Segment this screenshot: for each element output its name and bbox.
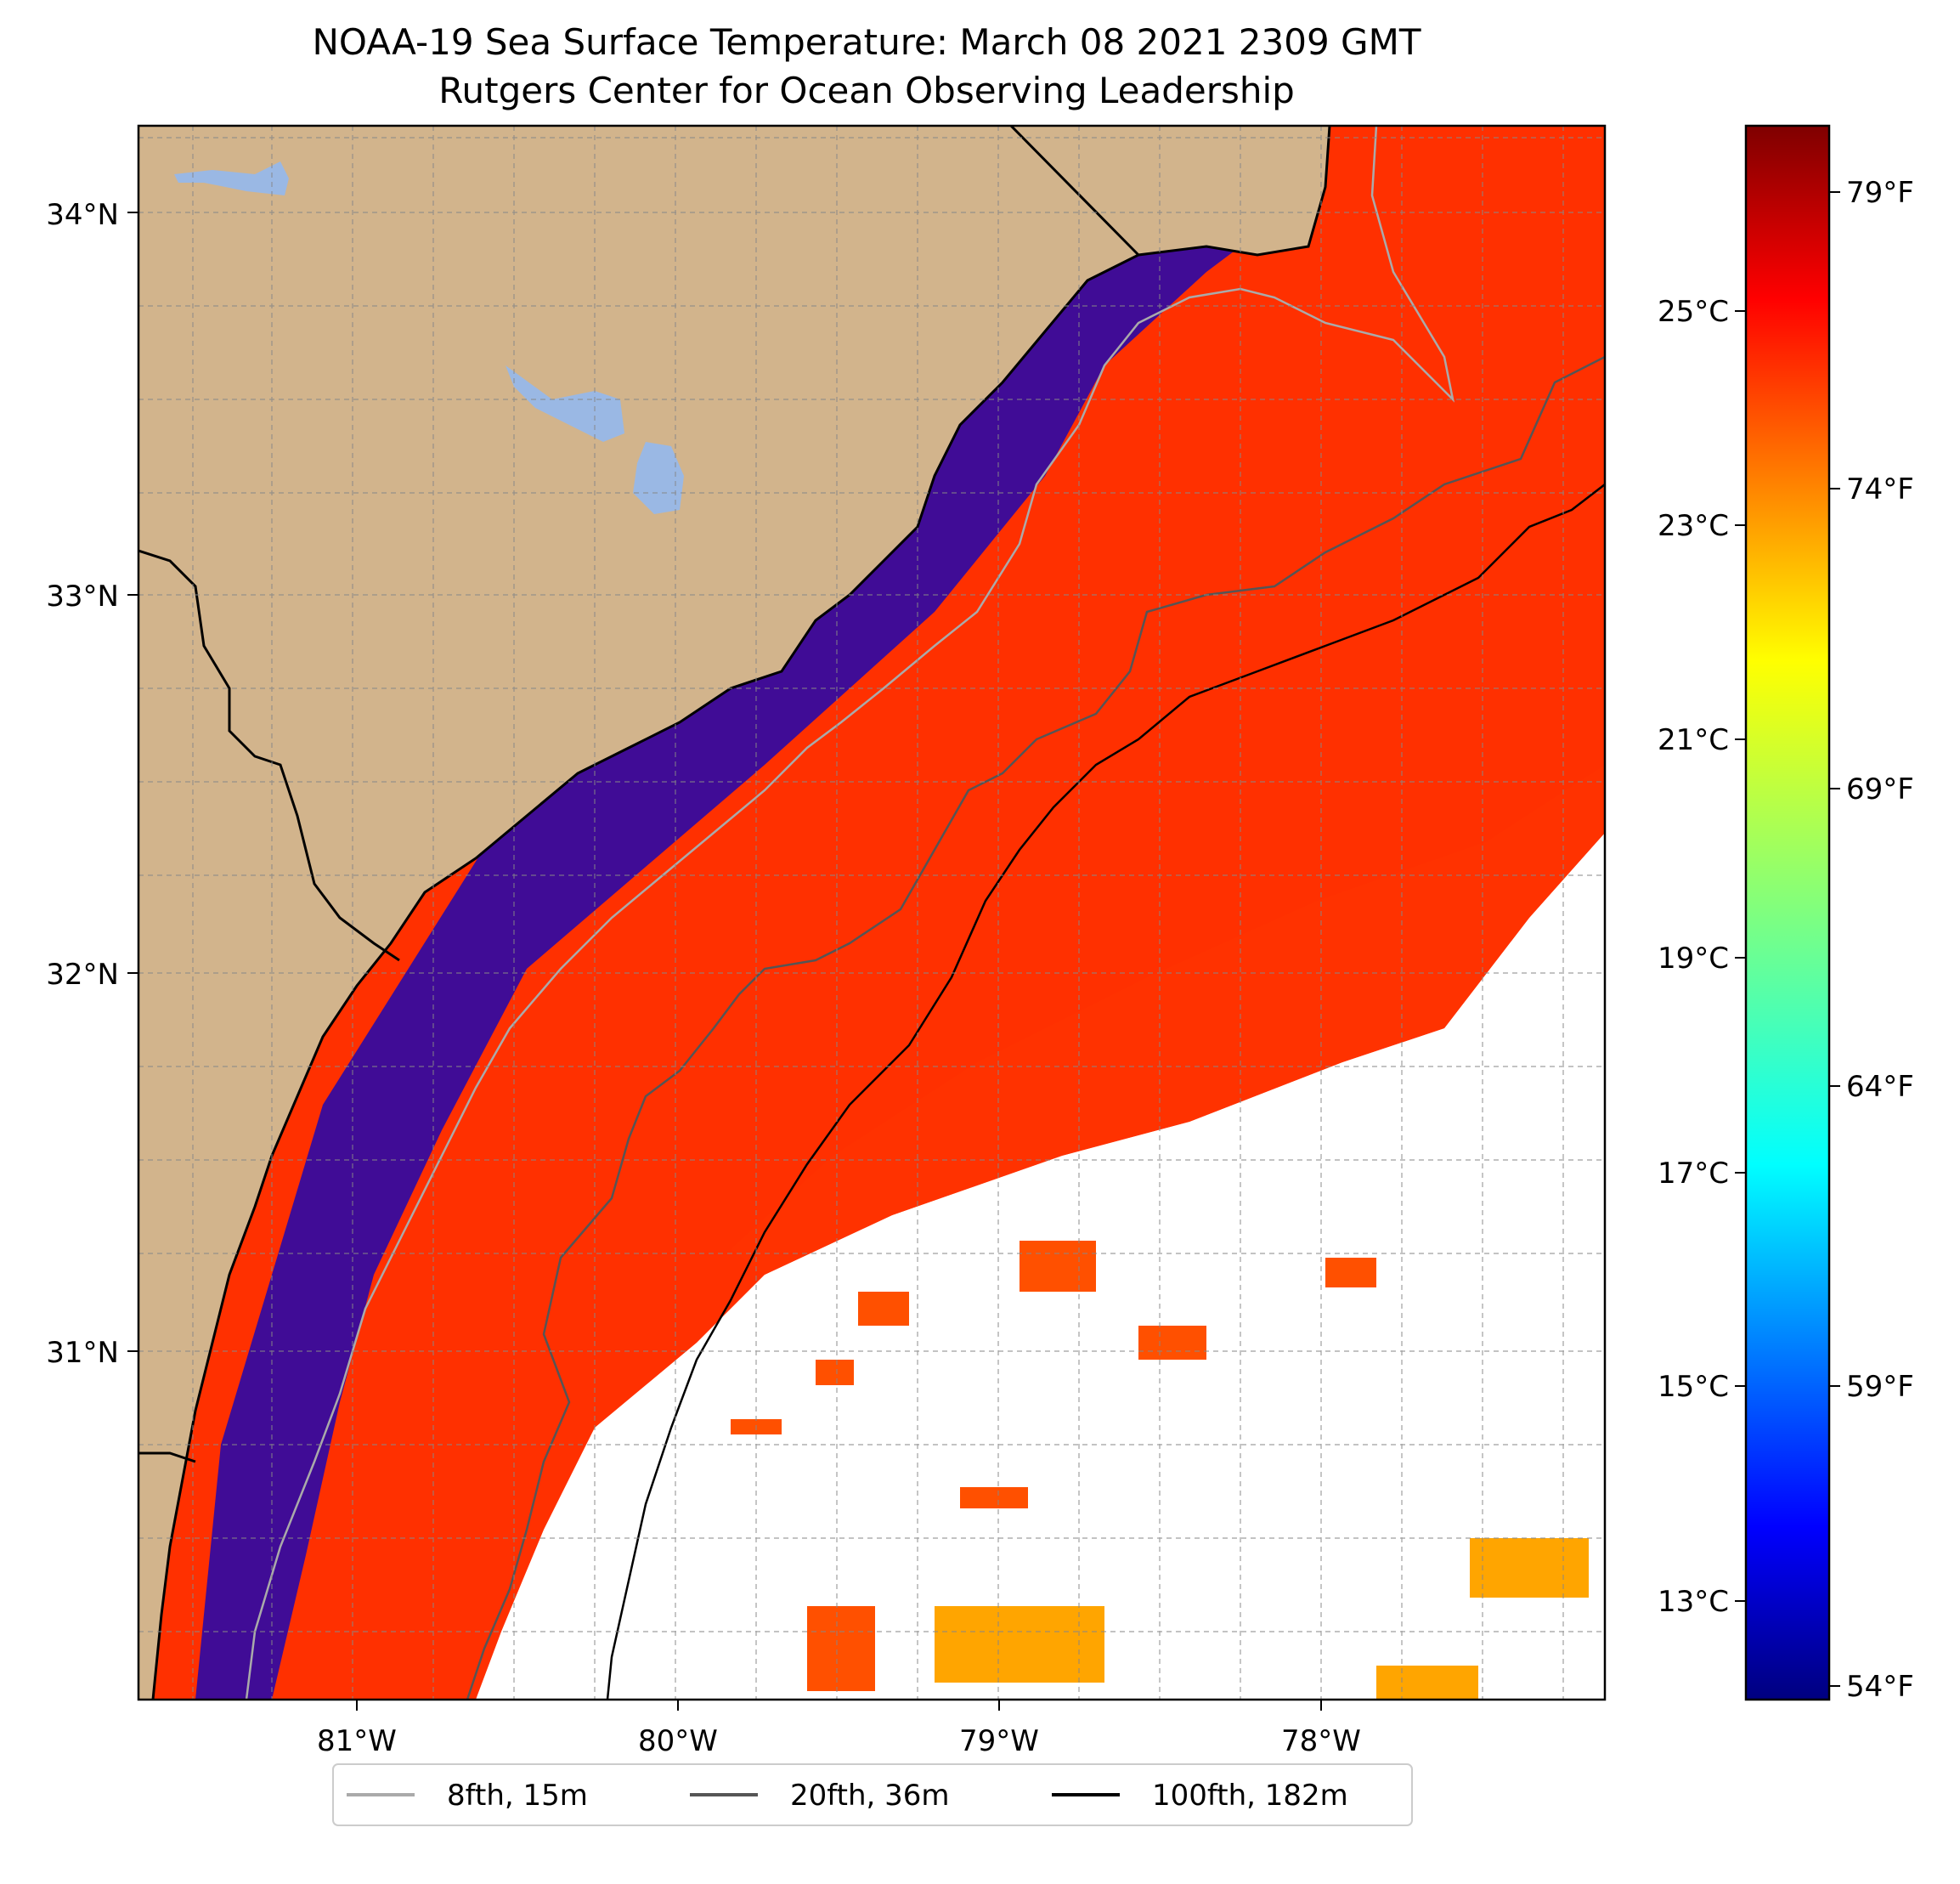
colorbar-fahrenheit-label: 79°F <box>1846 176 1914 210</box>
lat-label: 34°N <box>46 198 119 232</box>
lon-label: 81°W <box>317 1724 397 1758</box>
lake <box>174 161 289 195</box>
colorbar-fahrenheit-label: 54°F <box>1846 1670 1914 1704</box>
nearshore-cold-water <box>195 126 1274 1700</box>
gridlines <box>138 126 1605 1700</box>
colorbar-fahrenheit-label: 74°F <box>1846 472 1914 506</box>
colorbar-celsius-label: 17°C <box>1658 1157 1729 1191</box>
legend-box <box>332 1763 1413 1826</box>
title-line-2: Rutgers Center for Ocean Observing Leade… <box>438 70 1295 111</box>
colorbar-celsius-label: 19°C <box>1658 942 1729 976</box>
colorbar <box>1744 124 1831 1701</box>
title-line-1: NOAA-19 Sea Surface Temperature: March 0… <box>313 21 1421 63</box>
lon-label: 78°W <box>1281 1724 1361 1758</box>
isobath-100fth <box>606 484 1605 1700</box>
legend-label: 8fth, 15m <box>447 1779 588 1813</box>
state-border <box>138 549 400 962</box>
coastline <box>151 126 1331 1700</box>
lake <box>633 442 684 514</box>
legend-label: 100fth, 182m <box>1152 1779 1348 1813</box>
colorbar-ticks <box>1735 191 1840 1687</box>
land <box>138 126 1330 1700</box>
warm-patches <box>731 1241 1589 1700</box>
colorbar-fahrenheit-label: 59°F <box>1846 1370 1914 1404</box>
lon-label: 80°W <box>638 1724 718 1758</box>
lat-label: 31°N <box>46 1336 119 1370</box>
lake <box>506 365 624 442</box>
colorbar-fahrenheit-label: 64°F <box>1846 1070 1914 1104</box>
colorbar-celsius-label: 15°C <box>1658 1370 1729 1404</box>
legend: 8fth, 15m 20fth, 36m 100fth, 182m <box>332 1763 1413 1826</box>
colorbar-fahrenheit-label: 69°F <box>1846 772 1914 806</box>
gulf-stream-warm-core <box>731 765 1605 1275</box>
lon-label: 79°W <box>959 1724 1039 1758</box>
sst-map <box>138 126 1605 1700</box>
colorbar-celsius-label: 25°C <box>1658 295 1729 329</box>
colorbar-celsius-label: 21°C <box>1658 723 1729 757</box>
colorbar-celsius-label: 13°C <box>1658 1585 1729 1619</box>
isobath-8fth <box>245 126 1455 1700</box>
map-frame <box>137 124 1607 1701</box>
colorbar-celsius-label: 23°C <box>1658 509 1729 543</box>
legend-label: 20fth, 36m <box>790 1779 950 1813</box>
map-ticks <box>127 212 1322 1711</box>
lat-label: 32°N <box>46 958 119 992</box>
lat-label: 33°N <box>46 580 119 614</box>
isobath-20fth <box>466 355 1605 1700</box>
state-border <box>1009 126 1140 257</box>
